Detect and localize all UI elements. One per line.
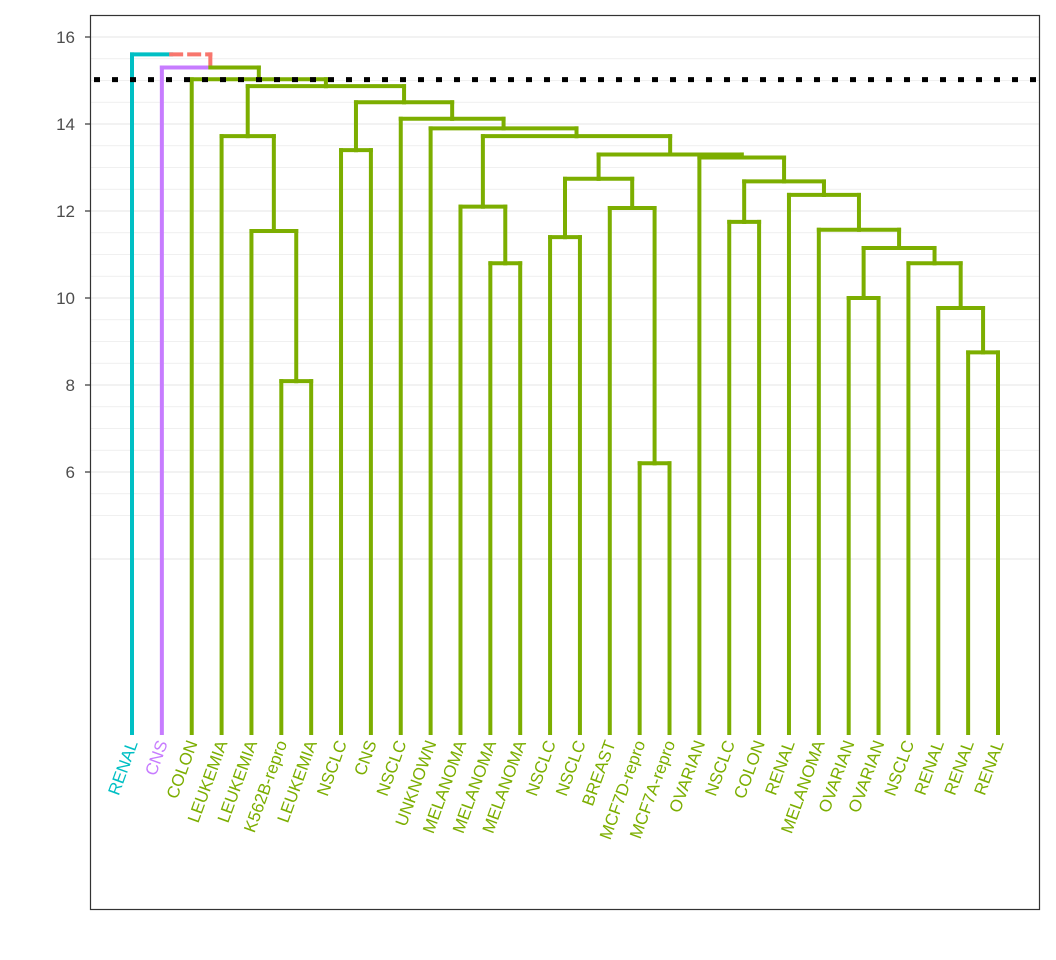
y-tick-label: 12 xyxy=(56,202,75,221)
y-tick-label: 10 xyxy=(56,289,75,308)
y-tick-label: 6 xyxy=(66,463,75,482)
y-tick-label: 14 xyxy=(56,115,75,134)
dendrogram-branches xyxy=(130,52,1000,735)
plot-panel-border xyxy=(89,14,1041,911)
leaf-label: CNS xyxy=(141,738,171,778)
leaf-label: CNS xyxy=(351,738,381,778)
gridlines xyxy=(91,36,1039,560)
y-tick-label: 8 xyxy=(66,376,75,395)
y-axis: 6 8 10 12 14 16 xyxy=(56,28,90,482)
leaf-label: RENAL xyxy=(105,738,142,798)
leaf-labels: RENAL CNSCOLONLEUKEMIALEUKEMIAK562B-repro… xyxy=(105,737,1008,842)
y-tick-label: 16 xyxy=(56,28,75,47)
